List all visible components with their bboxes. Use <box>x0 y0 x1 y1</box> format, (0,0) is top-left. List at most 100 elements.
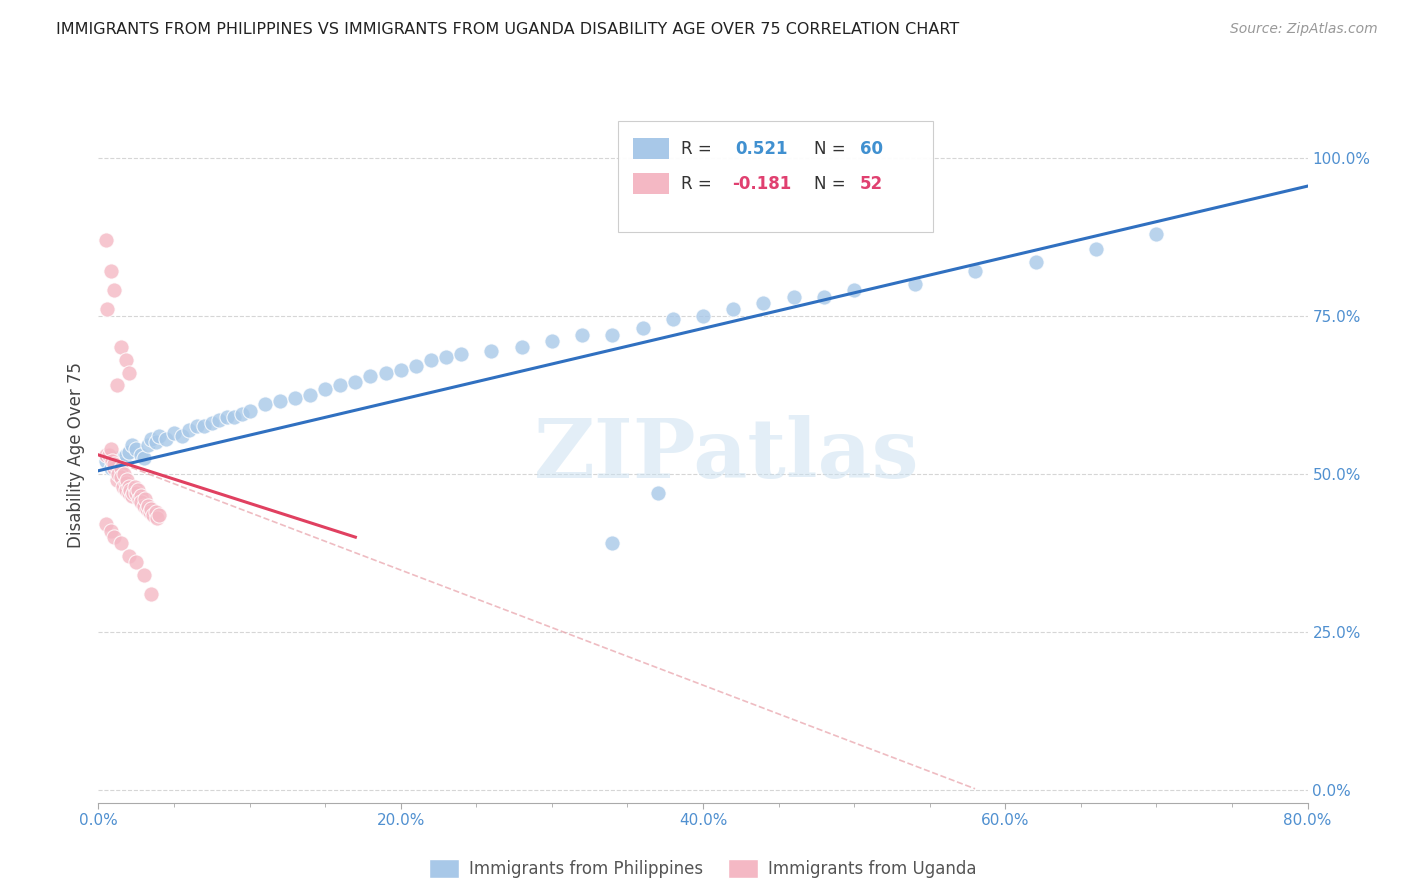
Point <box>141 432 163 446</box>
Point <box>128 492 150 507</box>
Point <box>129 495 152 509</box>
Point <box>132 451 155 466</box>
Point <box>510 340 533 354</box>
Point <box>110 458 132 472</box>
Point <box>692 309 714 323</box>
Point <box>419 353 441 368</box>
Point <box>177 423 201 437</box>
Point <box>450 347 472 361</box>
Point <box>135 501 157 516</box>
Point <box>231 407 253 421</box>
Point <box>110 470 132 484</box>
Point <box>360 368 382 383</box>
Point <box>125 556 148 570</box>
Point <box>134 492 156 507</box>
Point <box>647 486 669 500</box>
Point <box>115 473 138 487</box>
Text: N =: N = <box>814 140 851 158</box>
Point <box>145 505 167 519</box>
Point <box>139 505 162 519</box>
Point <box>813 290 835 304</box>
Point <box>96 302 118 317</box>
Point <box>269 394 291 409</box>
Point <box>107 467 129 481</box>
Point <box>114 353 136 368</box>
Point <box>105 378 128 392</box>
Point <box>110 536 132 550</box>
Point <box>1024 255 1046 269</box>
Point <box>752 296 775 310</box>
Point <box>94 448 117 462</box>
Point <box>540 334 562 348</box>
Point <box>844 284 866 298</box>
Point <box>571 327 593 342</box>
Point <box>193 419 215 434</box>
Point <box>110 460 132 475</box>
Text: 0.521: 0.521 <box>735 140 789 158</box>
Text: R =: R = <box>682 175 717 193</box>
Point <box>132 568 155 582</box>
Point <box>94 517 117 532</box>
Point <box>100 524 122 538</box>
Point <box>284 391 307 405</box>
Text: 52: 52 <box>860 175 883 193</box>
Point <box>145 435 167 450</box>
Text: 60: 60 <box>860 140 883 158</box>
Point <box>125 442 148 456</box>
Point <box>142 508 165 522</box>
Point <box>434 350 457 364</box>
Point <box>1144 227 1167 241</box>
Point <box>602 536 624 550</box>
Point <box>314 382 336 396</box>
Point <box>127 483 149 497</box>
Point <box>94 454 117 468</box>
Point <box>114 483 136 497</box>
Point <box>329 378 352 392</box>
Point <box>389 362 412 376</box>
Point <box>631 321 654 335</box>
Text: IMMIGRANTS FROM PHILIPPINES VS IMMIGRANTS FROM UGANDA DISABILITY AGE OVER 75 COR: IMMIGRANTS FROM PHILIPPINES VS IMMIGRANT… <box>56 22 959 37</box>
Point <box>141 501 163 516</box>
Legend: Immigrants from Philippines, Immigrants from Uganda: Immigrants from Philippines, Immigrants … <box>423 853 983 885</box>
Point <box>148 429 170 443</box>
Point <box>904 277 927 292</box>
Text: N =: N = <box>814 175 851 193</box>
Point <box>136 499 159 513</box>
Point <box>129 489 152 503</box>
Point <box>163 425 186 440</box>
Point <box>136 438 159 452</box>
Point <box>405 359 427 374</box>
Point <box>105 473 128 487</box>
Point <box>114 476 136 491</box>
Point <box>103 458 125 472</box>
Point <box>299 388 322 402</box>
Point <box>208 413 231 427</box>
Point <box>374 366 396 380</box>
Point <box>105 451 128 466</box>
Point <box>129 448 152 462</box>
Point <box>120 483 142 497</box>
Point <box>114 448 136 462</box>
Point <box>100 442 122 456</box>
Point <box>239 403 262 417</box>
Point <box>125 486 148 500</box>
Point <box>118 444 141 458</box>
Point <box>146 511 169 525</box>
Text: ZIPatlas: ZIPatlas <box>534 415 920 495</box>
Point <box>100 264 122 278</box>
Point <box>94 233 117 247</box>
Point <box>110 340 132 354</box>
Text: R =: R = <box>682 140 723 158</box>
Point <box>1085 243 1108 257</box>
Point <box>132 499 155 513</box>
Point <box>186 419 208 434</box>
Point <box>201 417 224 431</box>
Point <box>170 429 193 443</box>
Text: Source: ZipAtlas.com: Source: ZipAtlas.com <box>1230 22 1378 37</box>
FancyBboxPatch shape <box>619 121 932 232</box>
Point <box>100 460 122 475</box>
Point <box>112 467 135 481</box>
Y-axis label: Disability Age Over 75: Disability Age Over 75 <box>66 362 84 548</box>
Point <box>122 486 145 500</box>
Point <box>965 264 987 278</box>
